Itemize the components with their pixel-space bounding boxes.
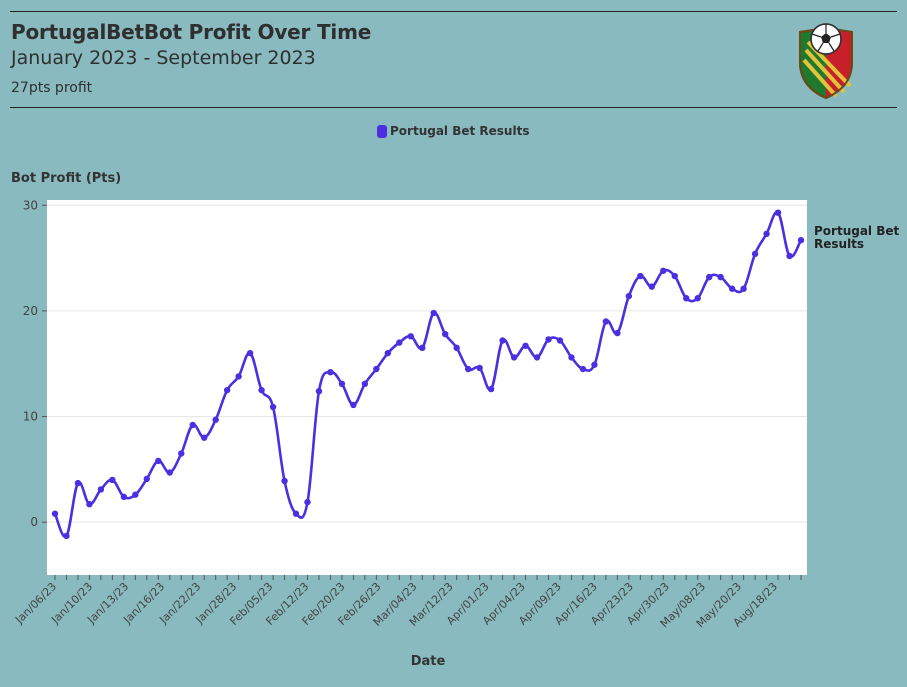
data-point — [625, 292, 633, 300]
chart-legend: Portugal Bet Results — [377, 124, 529, 138]
data-point — [740, 285, 747, 292]
data-point — [671, 272, 678, 280]
data-point — [384, 349, 392, 357]
data-point — [464, 365, 472, 373]
data-point — [694, 295, 701, 302]
data-point — [166, 469, 173, 476]
data-point — [86, 501, 93, 508]
data-point — [407, 333, 414, 340]
x-axis-title: Date — [411, 654, 446, 669]
chart-subtitle: January 2023 - September 2023 — [11, 47, 316, 69]
data-point — [683, 295, 690, 302]
y-tick-label: 30 — [23, 198, 38, 212]
data-point — [132, 491, 139, 498]
data-point — [476, 364, 483, 372]
data-point — [751, 250, 759, 258]
data-point — [235, 373, 242, 380]
data-point — [246, 349, 254, 357]
data-point — [212, 416, 219, 423]
header-bottom-rule — [10, 107, 897, 108]
data-point — [717, 273, 724, 281]
chart-caption: 27pts profit — [11, 80, 93, 96]
data-point — [591, 361, 598, 368]
y-tick-label: 0 — [30, 515, 38, 529]
data-point — [533, 354, 541, 361]
data-point — [579, 365, 587, 373]
chart-title: PortugalBetBot Profit Over Time — [11, 20, 372, 44]
data-point — [109, 476, 116, 484]
data-point — [373, 365, 380, 373]
data-point — [660, 267, 667, 274]
data-point — [705, 273, 713, 281]
data-point — [51, 510, 59, 517]
data-point — [281, 477, 288, 485]
data-point — [797, 236, 805, 244]
data-point — [545, 336, 552, 343]
portugal-football-shield-logo-icon — [799, 23, 853, 100]
data-point — [602, 318, 610, 325]
data-point — [74, 479, 82, 487]
data-point — [189, 421, 196, 429]
data-point — [361, 380, 369, 388]
data-point — [510, 354, 518, 361]
data-point — [315, 387, 323, 395]
data-point — [327, 368, 334, 376]
data-point — [350, 401, 357, 409]
data-point — [201, 434, 208, 441]
data-point — [97, 486, 105, 493]
data-point — [223, 386, 231, 394]
data-point — [614, 329, 621, 337]
data-point — [556, 337, 564, 344]
data-point — [442, 330, 449, 338]
plot-area — [47, 200, 807, 575]
legend-label: Portugal Bet Results — [390, 124, 530, 138]
data-point — [292, 510, 300, 517]
data-point — [637, 272, 644, 280]
data-point — [120, 493, 128, 501]
data-point — [522, 342, 529, 349]
data-point — [178, 450, 185, 457]
data-point — [304, 498, 311, 506]
y-tick-label: 10 — [23, 410, 38, 424]
data-point — [396, 339, 403, 346]
data-point — [338, 380, 346, 388]
data-point — [453, 344, 460, 352]
data-point — [774, 209, 782, 216]
data-point — [499, 337, 506, 344]
data-point — [786, 252, 793, 260]
data-point — [155, 457, 162, 465]
legend-swatch — [377, 124, 387, 138]
series-end-label: Portugal Bet Results — [814, 224, 900, 251]
data-point — [143, 475, 151, 483]
data-point — [648, 283, 655, 290]
data-point — [63, 532, 70, 540]
data-point — [430, 309, 437, 317]
data-point — [419, 344, 426, 352]
data-point — [728, 285, 736, 292]
data-point — [568, 354, 575, 361]
data-point — [487, 385, 495, 393]
header-top-rule — [10, 11, 897, 12]
y-tick-label: 20 — [23, 304, 38, 318]
y-axis-title: Bot Profit (Pts) — [11, 171, 121, 186]
data-point — [258, 386, 265, 394]
data-point — [763, 230, 770, 238]
data-point — [269, 403, 277, 411]
